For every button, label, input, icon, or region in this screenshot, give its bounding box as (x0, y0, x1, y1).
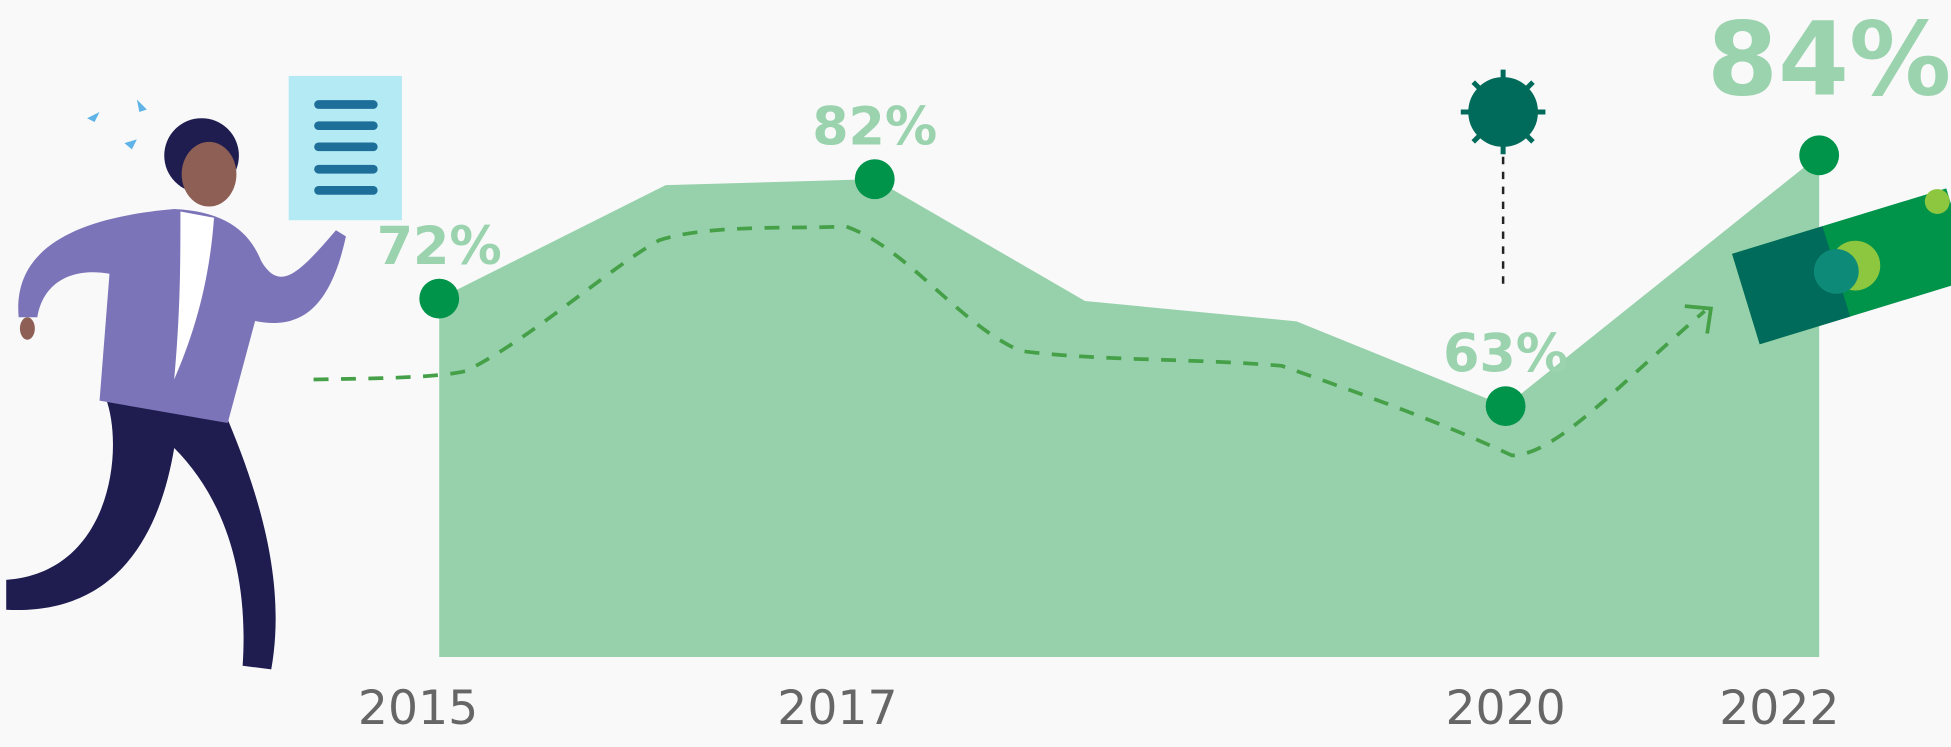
value-label: 84% (1707, 1, 1951, 120)
data-point (419, 279, 459, 319)
x-tick-label: 2015 (358, 681, 478, 736)
data-point (855, 159, 895, 199)
value-label: 72% (377, 216, 502, 277)
x-tick-label: 2022 (1719, 681, 1839, 736)
value-label: 63% (1443, 323, 1568, 384)
x-tick-label: 2020 (1445, 681, 1565, 736)
data-point (1799, 135, 1839, 175)
data-point (1486, 386, 1526, 426)
chart: 72% 82% 63% 84% 2015 2017 2020 2022 (0, 0, 1951, 747)
x-tick-label: 2017 (777, 681, 897, 736)
value-label: 82% (812, 96, 937, 157)
page: 72% 82% 63% 84% 2015 2017 2020 2022 (0, 0, 1951, 747)
